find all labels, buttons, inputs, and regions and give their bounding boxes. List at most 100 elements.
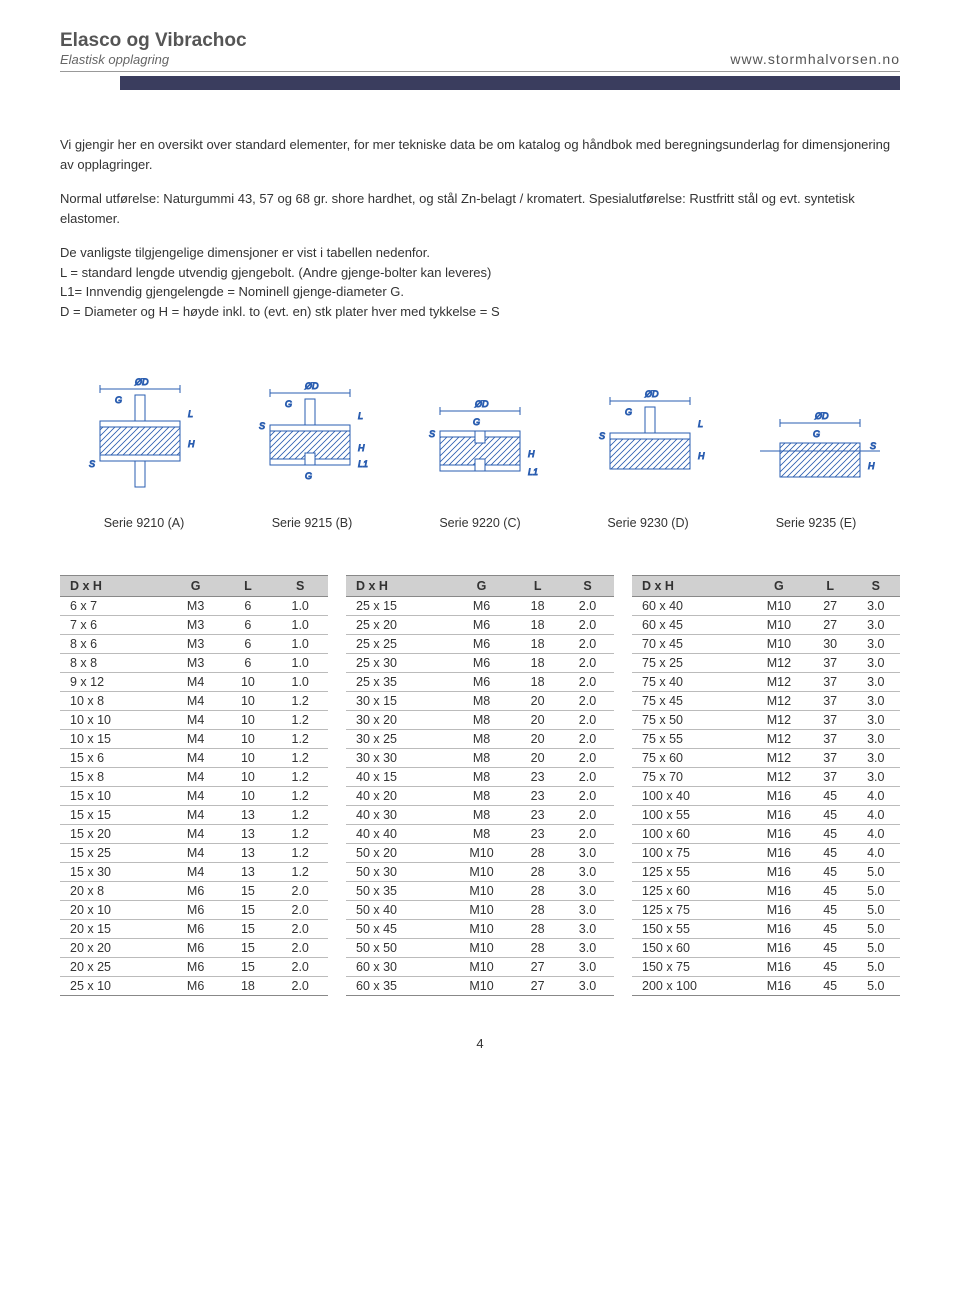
diagram-e: ØD G S H bbox=[740, 401, 900, 501]
svg-text:ØD: ØD bbox=[644, 389, 659, 399]
table-row: 15 x 10M4101.2 bbox=[60, 787, 328, 806]
table-row: 20 x 20M6152.0 bbox=[60, 939, 328, 958]
table-row: 20 x 25M6152.0 bbox=[60, 958, 328, 977]
diagram-a: ØD G S L H bbox=[60, 371, 220, 501]
svg-text:L: L bbox=[358, 411, 363, 421]
table-row: 75 x 45M12373.0 bbox=[632, 692, 900, 711]
table-row: 125 x 60M16455.0 bbox=[632, 882, 900, 901]
svg-text:ØD: ØD bbox=[814, 411, 829, 421]
caption-e: Serie 9235 (E) bbox=[732, 516, 900, 530]
table-row: 75 x 70M12373.0 bbox=[632, 768, 900, 787]
table-row: 25 x 15M6182.0 bbox=[346, 597, 614, 616]
intro-p1: Vi gjengir her en oversikt over standard… bbox=[60, 135, 900, 174]
svg-text:H: H bbox=[528, 449, 535, 459]
table-row: 30 x 30M8202.0 bbox=[346, 749, 614, 768]
table-row: 100 x 75M16454.0 bbox=[632, 844, 900, 863]
svg-text:H: H bbox=[358, 443, 365, 453]
svg-text:L1: L1 bbox=[528, 467, 538, 477]
table-row: 25 x 35M6182.0 bbox=[346, 673, 614, 692]
table-row: 30 x 20M8202.0 bbox=[346, 711, 614, 730]
diagram-b: ØD G S L H L1 G bbox=[230, 371, 390, 501]
svg-text:H: H bbox=[868, 461, 875, 471]
table-header-row: D x H G L S bbox=[632, 576, 900, 597]
table-row: 70 x 45M10303.0 bbox=[632, 635, 900, 654]
table-row: 60 x 40M10273.0 bbox=[632, 597, 900, 616]
header-url: www.stormhalvorsen.no bbox=[730, 51, 900, 67]
header-banner bbox=[120, 76, 900, 90]
svg-text:H: H bbox=[188, 439, 195, 449]
table-row: 60 x 45M10273.0 bbox=[632, 616, 900, 635]
table-row: 6 x 7M361.0 bbox=[60, 597, 328, 616]
table-row: 100 x 40M16454.0 bbox=[632, 787, 900, 806]
caption-b: Serie 9215 (B) bbox=[228, 516, 396, 530]
intro-p3: De vanligste tilgjengelige dimensjoner e… bbox=[60, 243, 900, 321]
table-row: 40 x 15M8232.0 bbox=[346, 768, 614, 787]
header-subtitle: Elastisk opplagring bbox=[60, 52, 247, 67]
table-header-row: D x H G L S bbox=[346, 576, 614, 597]
table-row: 15 x 30M4131.2 bbox=[60, 863, 328, 882]
table-row: 15 x 20M4131.2 bbox=[60, 825, 328, 844]
table-row: 75 x 50M12373.0 bbox=[632, 711, 900, 730]
svg-text:L: L bbox=[188, 409, 193, 419]
table-row: 40 x 20M8232.0 bbox=[346, 787, 614, 806]
table-1: D x H G L S 6 x 7M361.07 x 6M361.08 x 6M… bbox=[60, 575, 328, 996]
table-row: 75 x 60M12373.0 bbox=[632, 749, 900, 768]
svg-text:L: L bbox=[698, 419, 703, 429]
table-row: 15 x 15M4131.2 bbox=[60, 806, 328, 825]
caption-a: Serie 9210 (A) bbox=[60, 516, 228, 530]
table-row: 75 x 40M12373.0 bbox=[632, 673, 900, 692]
diagram-c: ØD G S H L1 bbox=[400, 391, 560, 501]
diagram-captions: Serie 9210 (A) Serie 9215 (B) Serie 9220… bbox=[60, 516, 900, 530]
table-row: 8 x 6M361.0 bbox=[60, 635, 328, 654]
intro-p2: Normal utførelse: Naturgummi 43, 57 og 6… bbox=[60, 189, 900, 228]
table-row: 25 x 10M6182.0 bbox=[60, 977, 328, 996]
table-row: 40 x 40M8232.0 bbox=[346, 825, 614, 844]
table-row: 100 x 60M16454.0 bbox=[632, 825, 900, 844]
diagram-row: ØD G S L H ØD G bbox=[60, 371, 900, 501]
table-row: 15 x 25M4131.2 bbox=[60, 844, 328, 863]
table-row: 8 x 8M361.0 bbox=[60, 654, 328, 673]
svg-text:ØD: ØD bbox=[134, 377, 149, 387]
table-row: 150 x 60M16455.0 bbox=[632, 939, 900, 958]
table-row: 30 x 25M8202.0 bbox=[346, 730, 614, 749]
table-row: 50 x 50M10283.0 bbox=[346, 939, 614, 958]
table-row: 60 x 30M10273.0 bbox=[346, 958, 614, 977]
table-row: 25 x 25M6182.0 bbox=[346, 635, 614, 654]
table-row: 25 x 20M6182.0 bbox=[346, 616, 614, 635]
table-row: 9 x 12M4101.0 bbox=[60, 673, 328, 692]
svg-text:G: G bbox=[625, 407, 632, 417]
svg-text:ØD: ØD bbox=[304, 381, 319, 391]
table-row: 20 x 8M6152.0 bbox=[60, 882, 328, 901]
table-row: 75 x 25M12373.0 bbox=[632, 654, 900, 673]
table-row: 100 x 55M16454.0 bbox=[632, 806, 900, 825]
table-row: 10 x 8M4101.2 bbox=[60, 692, 328, 711]
table-row: 60 x 35M10273.0 bbox=[346, 977, 614, 996]
table-row: 20 x 15M6152.0 bbox=[60, 920, 328, 939]
table-3: D x H G L S 60 x 40M10273.060 x 45M10273… bbox=[632, 575, 900, 996]
table-2: D x H G L S 25 x 15M6182.025 x 20M6182.0… bbox=[346, 575, 614, 996]
table-row: 40 x 30M8232.0 bbox=[346, 806, 614, 825]
caption-c: Serie 9220 (C) bbox=[396, 516, 564, 530]
svg-text:L1: L1 bbox=[358, 459, 368, 469]
table-row: 50 x 35M10283.0 bbox=[346, 882, 614, 901]
svg-text:G: G bbox=[473, 417, 480, 427]
svg-text:G: G bbox=[115, 395, 122, 405]
table-row: 150 x 75M16455.0 bbox=[632, 958, 900, 977]
intro-text: Vi gjengir her en oversikt over standard… bbox=[60, 135, 900, 321]
header-title: Elasco og Vibrachoc bbox=[60, 30, 247, 52]
table-row: 30 x 15M8202.0 bbox=[346, 692, 614, 711]
table-row: 75 x 55M12373.0 bbox=[632, 730, 900, 749]
svg-text:G: G bbox=[305, 471, 312, 481]
svg-text:S: S bbox=[599, 431, 605, 441]
table-row: 10 x 10M4101.2 bbox=[60, 711, 328, 730]
table-row: 50 x 20M10283.0 bbox=[346, 844, 614, 863]
svg-text:G: G bbox=[813, 429, 820, 439]
caption-d: Serie 9230 (D) bbox=[564, 516, 732, 530]
svg-text:S: S bbox=[870, 441, 876, 451]
data-tables: D x H G L S 6 x 7M361.07 x 6M361.08 x 6M… bbox=[60, 575, 900, 996]
table-row: 125 x 55M16455.0 bbox=[632, 863, 900, 882]
svg-text:S: S bbox=[89, 459, 95, 469]
svg-text:S: S bbox=[429, 429, 435, 439]
table-header-row: D x H G L S bbox=[60, 576, 328, 597]
table-row: 20 x 10M6152.0 bbox=[60, 901, 328, 920]
